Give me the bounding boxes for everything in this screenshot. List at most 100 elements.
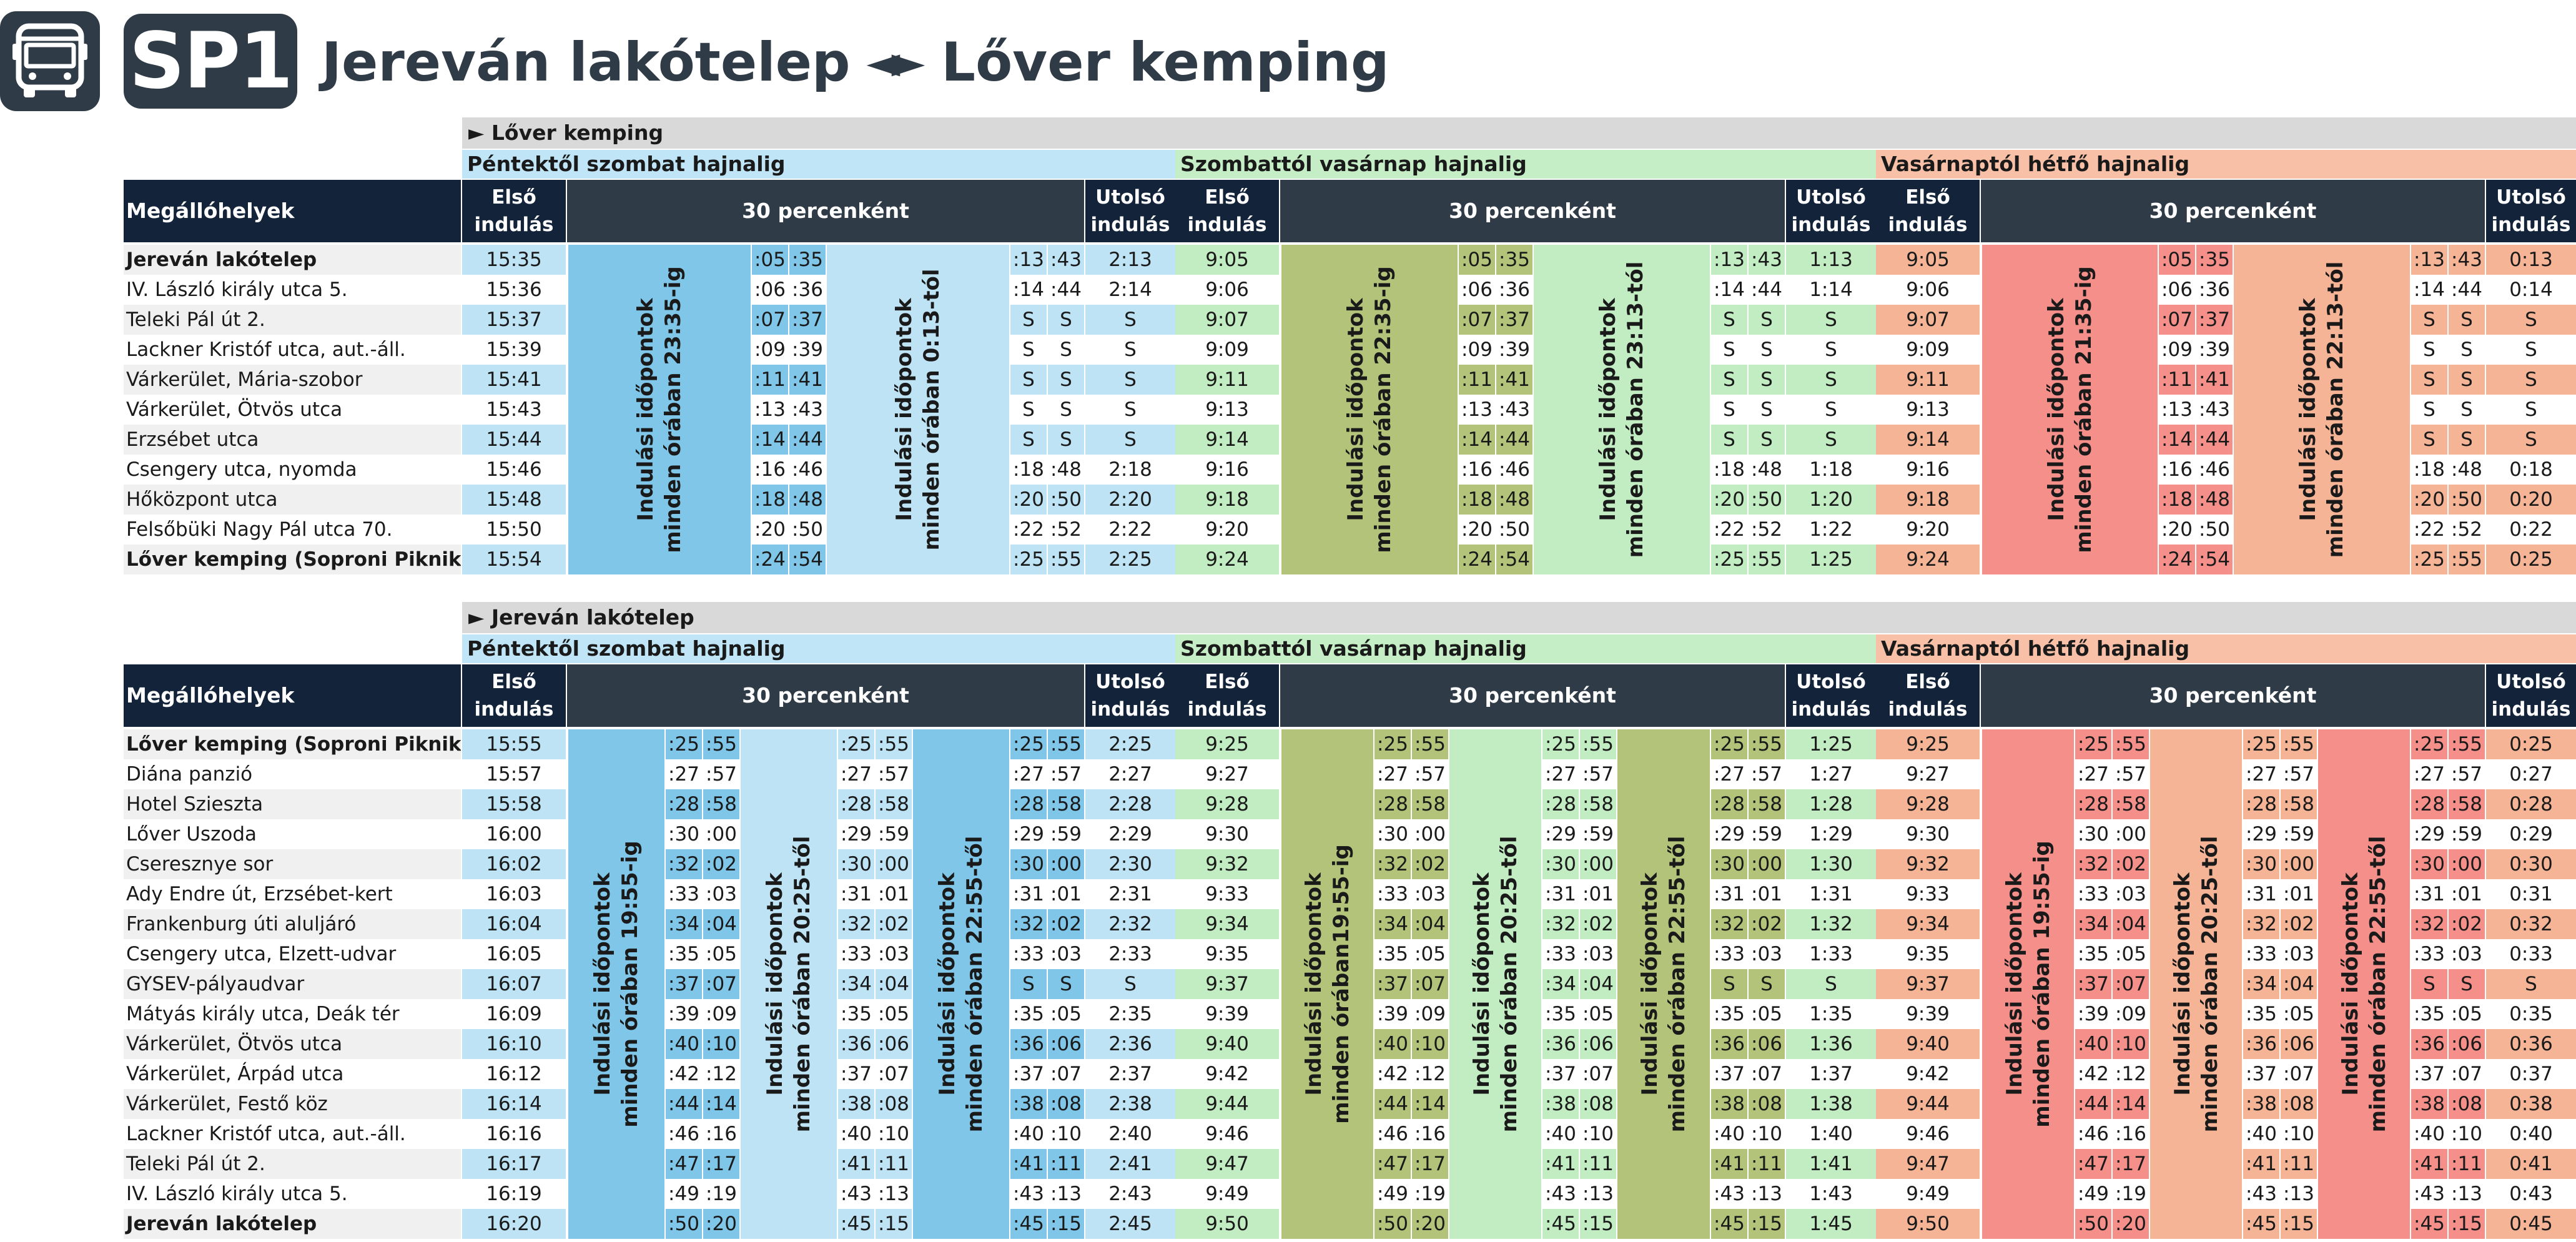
first-departure-time: 9:06 <box>1876 275 1981 305</box>
route-title: Jereván lakótelep ◄► Lőver kemping <box>322 27 1389 97</box>
last-departure-time: 2:35 <box>1084 999 1175 1029</box>
departure-minute: :31 <box>2242 879 2279 909</box>
departure-minute: :55 <box>2111 729 2149 759</box>
departure-minute: :38 <box>1009 1089 1047 1119</box>
departure-minute: :40 <box>2074 1029 2111 1059</box>
departure-minute: :35 <box>1710 999 1747 1029</box>
departure-minute: :14 <box>751 425 788 455</box>
departure-minute: :35 <box>788 245 826 275</box>
first-departure-time: 9:20 <box>1175 515 1280 545</box>
departure-minute: :16 <box>702 1119 739 1149</box>
last-departure-time: S <box>2485 425 2576 455</box>
departure-minute: :05 <box>751 245 788 275</box>
departure-minute: :01 <box>1579 879 1616 909</box>
departure-minute: :30 <box>664 819 702 849</box>
first-departure-time: 9:49 <box>1175 1179 1280 1209</box>
departure-minute: :02 <box>1747 909 1785 939</box>
departure-minute: :15 <box>1579 1209 1616 1239</box>
first-departure-time: 9:46 <box>1876 1119 1981 1149</box>
departure-minute: :38 <box>2242 1089 2279 1119</box>
departure-minute: :24 <box>2158 545 2195 574</box>
departure-minute: :18 <box>2158 485 2195 515</box>
departure-minute: :36 <box>1009 1029 1047 1059</box>
departure-minute: :46 <box>664 1119 702 1149</box>
first-departure-time: 9:18 <box>1876 485 1981 515</box>
last-departure-time: S <box>1084 425 1175 455</box>
departure-minute: :40 <box>664 1029 702 1059</box>
departure-minute: :01 <box>2447 879 2485 909</box>
departure-minute: :37 <box>2074 969 2111 999</box>
departure-minute: :18 <box>2410 455 2447 485</box>
departure-minute: :58 <box>1579 789 1616 819</box>
first-departure-time: 9:33 <box>1876 879 1981 909</box>
first-departure-header: Első indulás <box>462 180 567 242</box>
first-departure-time: 15:37 <box>462 305 567 335</box>
last-departure-time: 2:33 <box>1084 939 1175 969</box>
departure-minute: :12 <box>1411 1059 1448 1089</box>
departure-minute: :10 <box>2111 1029 2149 1059</box>
first-departure-time: 16:05 <box>462 939 567 969</box>
departure-minute: :14 <box>1458 425 1495 455</box>
last-departure-header: Utolsó indulás <box>1785 180 1876 242</box>
departure-minute: :04 <box>1579 969 1616 999</box>
departure-minute: S <box>2410 425 2447 455</box>
departure-minute: :35 <box>1009 999 1047 1029</box>
departure-minute: S <box>1710 395 1747 425</box>
period-label: Indulási időpontok minden órában 22:55-t… <box>1616 729 1710 1239</box>
departure-minute: :02 <box>1411 849 1448 879</box>
departure-minute: :12 <box>2111 1059 2149 1089</box>
departure-minute: :16 <box>751 455 788 485</box>
departure-minute: S <box>1047 425 1084 455</box>
departure-minute: :10 <box>2447 1119 2485 1149</box>
departure-minute: :06 <box>1579 1029 1616 1059</box>
departure-minute: :43 <box>1710 1179 1747 1209</box>
departure-minute: :31 <box>1009 879 1047 909</box>
first-departure-time: 9:07 <box>1175 305 1280 335</box>
departure-minute: S <box>1747 969 1785 999</box>
last-departure-time: 2:45 <box>1084 1209 1175 1239</box>
departure-minute: :41 <box>1495 365 1532 395</box>
stop-name: Hőközpont utca <box>124 485 461 515</box>
departure-minute: :59 <box>874 819 912 849</box>
departure-minute: :43 <box>2195 395 2233 425</box>
departure-minute: :37 <box>1541 1059 1579 1089</box>
departure-minute: :06 <box>1458 275 1495 305</box>
departure-minute: :54 <box>788 545 826 574</box>
direction-title: ► Lőver kemping <box>462 117 2576 149</box>
departure-minute: :17 <box>702 1149 739 1179</box>
departure-minute: :40 <box>2242 1119 2279 1149</box>
departure-minute: :32 <box>1373 849 1411 879</box>
departure-minute: :13 <box>2158 395 2195 425</box>
departure-minute: :02 <box>2447 909 2485 939</box>
departure-minute: :34 <box>1373 909 1411 939</box>
departure-minute: :15 <box>1047 1209 1084 1239</box>
departure-minute: :14 <box>2111 1089 2149 1119</box>
departure-minute: :55 <box>1747 729 1785 759</box>
stop-name: Erzsébet utca <box>124 425 461 455</box>
first-departure-time: 9:46 <box>1175 1119 1280 1149</box>
first-departure-time: 9:14 <box>1175 425 1280 455</box>
departure-minute: :38 <box>2410 1089 2447 1119</box>
departure-minute: :35 <box>1373 939 1411 969</box>
departure-minute: :50 <box>1747 485 1785 515</box>
departure-minute: :58 <box>1047 789 1084 819</box>
departure-minute: :17 <box>1411 1149 1448 1179</box>
period-label: Indulási időpontok minden órában 23:35-i… <box>567 245 751 574</box>
departure-minute: :55 <box>874 729 912 759</box>
departure-minute: :27 <box>837 759 874 789</box>
departure-minute: :00 <box>1411 819 1448 849</box>
first-departure-time: 9:47 <box>1876 1149 1981 1179</box>
departure-minute: :33 <box>1373 879 1411 909</box>
departure-minute: :03 <box>2111 879 2149 909</box>
departure-minute: :39 <box>1495 335 1532 365</box>
last-departure-time: 0:28 <box>2485 789 2576 819</box>
period-label: Indulási időpontok minden órában 19:55-i… <box>1981 729 2074 1239</box>
departure-minute: :37 <box>788 305 826 335</box>
last-departure-time: 0:25 <box>2485 545 2576 574</box>
last-departure-time: 2:25 <box>1084 729 1175 759</box>
departure-minute: S <box>1710 335 1747 365</box>
departure-minute: :03 <box>1579 939 1616 969</box>
last-departure-time: 0:30 <box>2485 849 2576 879</box>
last-departure-header: Utolsó indulás <box>2485 180 2576 242</box>
departure-minute: :05 <box>1747 999 1785 1029</box>
